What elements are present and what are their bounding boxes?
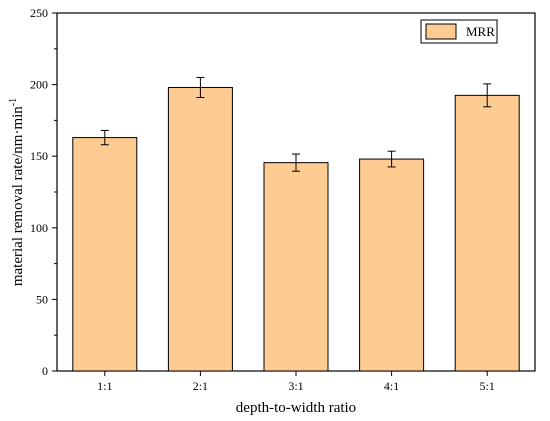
y-tick-label-3: 100 [30,221,48,235]
bar-1 [72,137,138,372]
x-tick-label-3: 3:1 [288,379,303,393]
x-tick-label-1: 1:1 [97,379,112,393]
y-tick-label-6: 250 [30,6,48,20]
y-axis-title-superscript: -1 [8,98,19,106]
legend: MRR [420,19,498,44]
y-axis-title-main: material removal rate/nm·min [10,106,26,286]
bar-5 [454,94,520,372]
y-axis-title: material removal rate/nm·min-1 [8,98,26,286]
x-axis: 1:1 2:1 3:1 4:1 5:1 [97,371,495,393]
y-tick-label-5: 200 [30,78,48,92]
bar-2 [167,86,233,372]
x-tick-label-2: 2:1 [193,379,208,393]
legend-swatch [425,23,457,40]
bar-3 [263,162,329,372]
y-tick-label-4: 150 [30,149,48,163]
y-tick-label-2: 50 [36,292,48,306]
y-axis: 0 50 100 150 200 250 [30,6,57,378]
x-tick-label-5: 5:1 [480,379,495,393]
x-axis-title: depth-to-width ratio [236,400,356,416]
bar-4 [359,158,425,372]
y-tick-label-1: 0 [42,364,48,378]
x-tick-label-4: 4:1 [384,379,399,393]
legend-label: MRR [466,24,495,39]
bars-group [72,86,520,372]
error-bars-group [100,76,492,172]
